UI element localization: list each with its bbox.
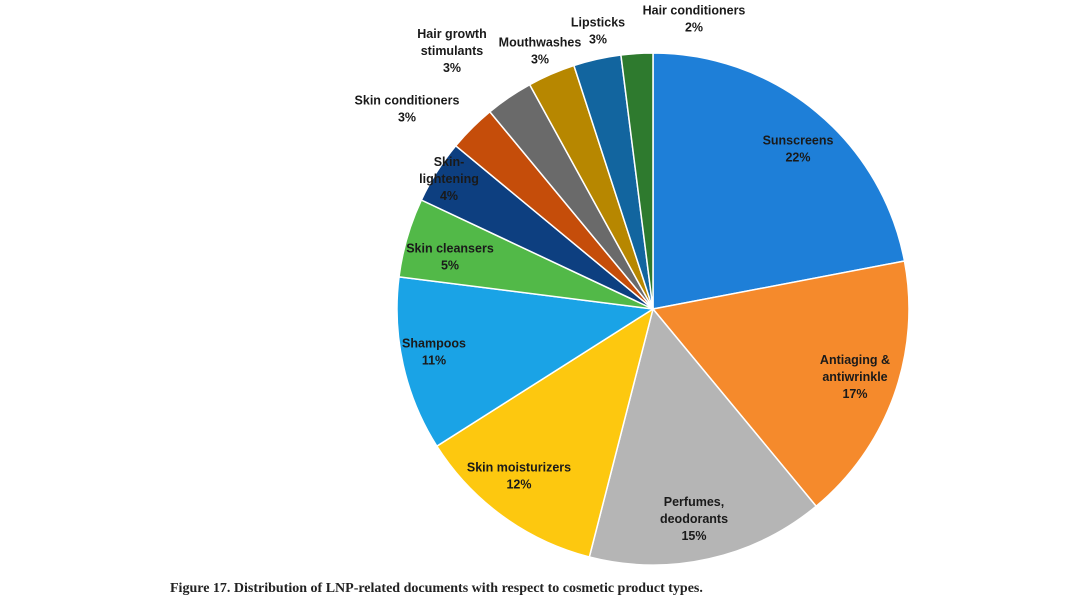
slice-label-skin-conditioners: Skin conditioners 3% bbox=[355, 94, 460, 125]
slice-value-label: 12% bbox=[506, 478, 531, 492]
pie-slice-hair-conditioners bbox=[620, 52, 654, 310]
slice-category-label: Skin moisturizers bbox=[467, 461, 571, 475]
slice-category-label: Skin- bbox=[434, 155, 465, 169]
slice-category-label: Shampoos bbox=[402, 337, 466, 351]
slice-category-label: Sunscreens bbox=[763, 134, 834, 148]
slice-value-label: 11% bbox=[422, 354, 446, 368]
slice-category-label: Skin cleansers bbox=[406, 242, 494, 256]
pie-slices bbox=[396, 52, 910, 566]
slice-label-shampoos: Shampoos 11% bbox=[402, 337, 466, 368]
slice-label-hair-growth-stimulants: Hair growth stimulants 3% bbox=[417, 27, 486, 75]
slice-category-label: lightening bbox=[419, 172, 479, 186]
pie-slice-skin-moisturizers bbox=[435, 307, 655, 558]
slice-category-label: Mouthwashes bbox=[499, 36, 582, 50]
pie-slice-shampoos bbox=[396, 276, 656, 448]
slice-category-label: antiwrinkle bbox=[822, 370, 887, 384]
slice-label-mouthwashes: Mouthwashes 3% bbox=[499, 36, 582, 67]
slice-label-lipsticks: Lipsticks 3% bbox=[571, 16, 625, 47]
slice-label-antiaging-antiwrinkle: Antiaging & antiwrinkle 17% bbox=[820, 353, 890, 401]
slice-value-label: 2% bbox=[685, 21, 703, 35]
slice-category-label: Hair conditioners bbox=[643, 4, 746, 18]
pie-slice-perfumes-deodorants bbox=[588, 307, 818, 566]
slice-category-label: Skin conditioners bbox=[355, 94, 460, 108]
slice-label-skin-cleansers: Skin cleansers 5% bbox=[406, 242, 494, 273]
slice-value-label: 3% bbox=[443, 61, 461, 75]
slice-label-perfumes-deodorants: Perfumes, deodorants 15% bbox=[660, 495, 728, 543]
slice-value-label: 3% bbox=[398, 111, 416, 125]
slice-category-label: stimulants bbox=[421, 44, 484, 58]
slice-value-label: 4% bbox=[440, 189, 458, 203]
slice-value-label: 3% bbox=[531, 53, 549, 67]
slice-label-skin-lightening: Skin-lightening 4% bbox=[419, 155, 479, 203]
slice-value-label: 22% bbox=[785, 151, 810, 165]
slice-category-label: deodorants bbox=[660, 512, 728, 526]
slice-value-label: 3% bbox=[589, 33, 607, 47]
slice-category-label: Perfumes, bbox=[664, 495, 724, 509]
slice-label-sunscreens: Sunscreens 22% bbox=[763, 134, 834, 165]
slice-value-label: 5% bbox=[441, 259, 459, 273]
slice-category-label: Lipsticks bbox=[571, 16, 625, 30]
pie-slice-sunscreens bbox=[652, 52, 906, 310]
figure-caption: Figure 17. Distribution of LNP-related d… bbox=[170, 581, 703, 596]
slice-label-skin-moisturizers: Skin moisturizers 12% bbox=[467, 461, 571, 492]
pie-labels: Sunscreens 22% Antiaging & antiwrinkle 17% Pe… bbox=[355, 4, 891, 544]
slice-label-hair-conditioners: Hair conditioners 2% bbox=[643, 4, 746, 35]
slice-category-label: Hair growth bbox=[417, 27, 486, 41]
pie-slice-antiaging-antiwrinkle bbox=[651, 260, 910, 508]
slice-value-label: 15% bbox=[681, 529, 706, 543]
slice-category-label: Antiaging & bbox=[820, 353, 890, 367]
slice-value-label: 17% bbox=[842, 387, 867, 401]
